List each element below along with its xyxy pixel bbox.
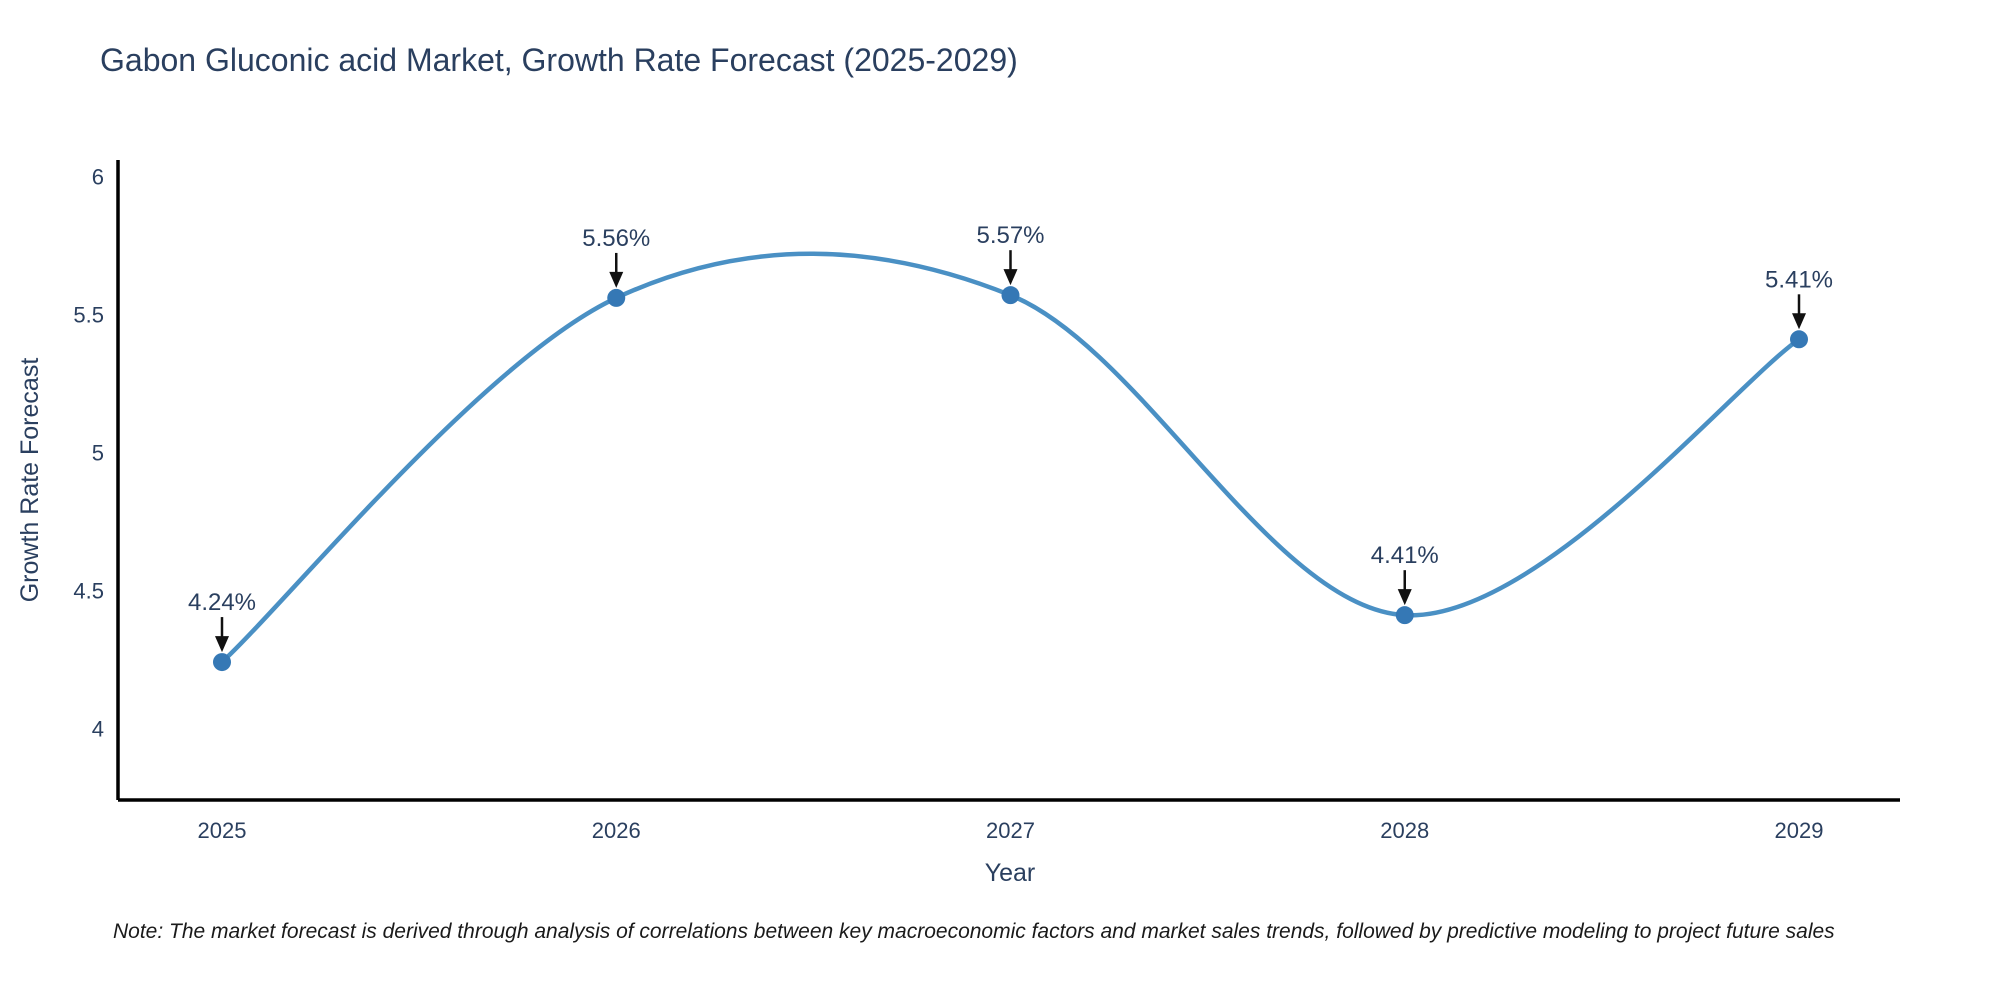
x-tick-label: 2027 (986, 818, 1035, 843)
y-tick-label: 5.5 (73, 302, 104, 327)
data-point-2028[interactable] (1395, 606, 1414, 625)
trend-line (219, 251, 1802, 665)
annotation-label: 4.41% (1371, 542, 1439, 569)
annotation-arrow-head-icon (1003, 269, 1018, 286)
annotation-label: 4.24% (188, 589, 256, 616)
x-axis-title: Year (985, 859, 1036, 887)
data-point-2027[interactable] (1001, 286, 1020, 305)
chart-title: Gabon Gluconic acid Market, Growth Rate … (100, 42, 1018, 78)
annotation-label: 5.41% (1765, 266, 1833, 293)
y-tick-label: 4.5 (73, 578, 104, 603)
x-tick-label: 2029 (1775, 818, 1824, 843)
data-point-2025[interactable] (213, 653, 231, 672)
data-point-2029[interactable] (1790, 330, 1808, 349)
annotation-label: 5.56% (582, 225, 650, 252)
y-tick-label: 6 (92, 165, 104, 190)
y-tick-label: 4 (92, 716, 104, 741)
annotation-label: 5.57% (976, 222, 1044, 249)
y-axis-title: Growth Rate Forecast (16, 358, 44, 603)
annotation-arrow-head-icon (609, 271, 624, 288)
x-tick-label: 2026 (592, 818, 641, 843)
annotation-arrow-head-icon (1397, 589, 1412, 606)
annotation-arrow-head-icon (215, 636, 229, 653)
x-tick-label: 2028 (1380, 818, 1429, 843)
y-tick-label: 5 (92, 440, 104, 465)
data-point-2026[interactable] (607, 288, 626, 307)
x-tick-label: 2025 (198, 818, 247, 843)
footnote: Note: The market forecast is derived thr… (113, 920, 1835, 943)
annotation-arrow-head-icon (1792, 313, 1806, 330)
